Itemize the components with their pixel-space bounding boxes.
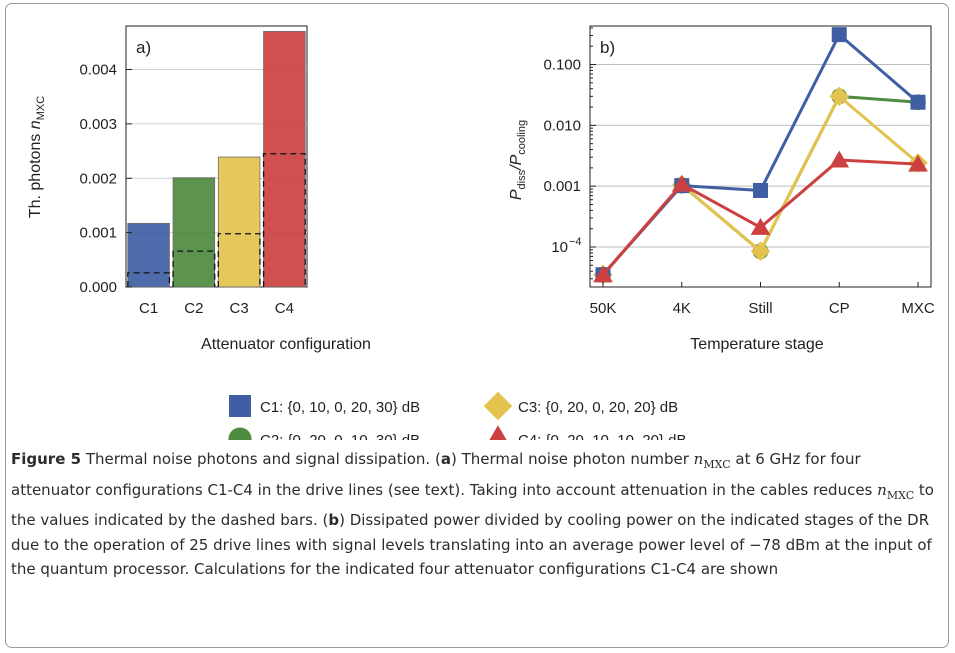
panel-a-y-tick-label: 0.003: [79, 116, 117, 133]
panel-b-line-chart: 10 −4 0.001 0.010 0.100 50K 4K Still CP MXC b) P…: [508, 25, 935, 353]
panel-a-label: a): [136, 38, 151, 57]
panel-b-point-diamond: [750, 241, 771, 262]
panel-a-dashed-bar-c4: [262, 153, 306, 287]
caption-text: Thermal noise photons and signal dissipa…: [81, 450, 441, 468]
panel-a-dashed-bar-c1: [127, 272, 171, 287]
panel-a-x-tick-label: C2: [184, 300, 203, 317]
legend-item: C1: {0, 10, 0, 20, 30} dB: [229, 395, 420, 417]
panel-b-point-triangle: [829, 150, 850, 168]
caption-text: at 6 GHz for four attenuator configurati…: [11, 450, 878, 499]
panel-b-y-tick-label: 10: [551, 239, 568, 256]
panel-b-y-ticks: 10 −4 0.001 0.010 0.100: [543, 27, 596, 280]
panel-b-x-label: Temperature stage: [690, 336, 824, 353]
legend-marker-triangle: [489, 425, 507, 440]
panel-b-x-tick-label: Still: [748, 300, 772, 317]
panel-b-y-tick-label: 0.010: [543, 117, 581, 134]
panel-a-x-tick-label: C3: [230, 300, 249, 317]
panel-a-dashed-bar-c3: [217, 233, 261, 287]
panel-a-y-tick-label: 0.000: [79, 279, 117, 296]
legend-label: C4: {0, 20, 10, 10, 20} dB: [518, 432, 686, 440]
panel-a-y-tick-label: 0.004: [79, 62, 117, 79]
panel-b-point-triangle: [908, 154, 928, 172]
panel-b-x-tick-label: MXC: [901, 300, 935, 317]
caption-figure-label: Figure 5: [11, 450, 82, 468]
legend: C1: {0, 10, 0, 20, 30} dB C3: {0, 20, 0, …: [228, 391, 686, 440]
panel-b-point-square: [753, 182, 768, 198]
panel-a-bar-c2: [172, 177, 216, 288]
panel-b-point-square: [910, 94, 926, 110]
caption-text: ) Thermal noise photon number: [450, 450, 694, 468]
panel-b-point-triangle: [750, 218, 771, 235]
panel-a-bar-c1: [127, 222, 170, 288]
panel-b-y-tick-label: 0.100: [543, 57, 581, 74]
panel-a-y-tick-label: 0.001: [79, 225, 117, 242]
panel-a-bar-c4: [263, 31, 306, 288]
figure-svg: 0.000 0.001 0.002 0.003 0.004 C1 C2 C3 C4 a) Th…: [27, 25, 935, 440]
legend-item: C4: {0, 20, 10, 10, 20} dB: [489, 425, 686, 440]
panel-b-series-line: [601, 33, 919, 276]
panel-a-x-ticks: C1 C2 C3 C4: [139, 300, 294, 317]
panel-a-bar-chart: 0.000 0.001 0.002 0.003 0.004 C1 C2 C3 C4 a) Th…: [27, 25, 371, 353]
legend-marker-square: [229, 395, 251, 417]
panel-a-x-label: Attenuator configuration: [201, 336, 371, 353]
panel-a-frame: [125, 25, 308, 288]
caption-text: ) Dissipated power divided by cooling po…: [11, 511, 932, 579]
legend-marker-diamond: [483, 391, 513, 421]
panel-a-dashed-bar-c2: [172, 250, 216, 287]
caption-panel-a-ref: a: [440, 450, 451, 468]
legend-item: C2: {0, 20, 0, 10, 30} dB: [228, 427, 420, 440]
caption-panel-b-ref: b: [328, 511, 340, 530]
panel-a-bars: [127, 31, 306, 288]
figure-frame: [5, 3, 949, 648]
panel-b-x-ticks: 50K 4K Still CP MXC: [590, 282, 935, 317]
panel-b-series-triangle: [593, 150, 928, 283]
panel-b-label: b): [600, 38, 615, 57]
panel-b-x-tick-label: 50K: [590, 300, 617, 317]
panel-b-point-triangle: [593, 265, 613, 283]
panel-b-x-tick-label: 4K: [673, 300, 691, 317]
caption-math-nmxc: nMXC: [877, 480, 915, 502]
panel-b-point-triangle: [671, 174, 692, 192]
legend-label: C2: {0, 20, 0, 10, 30} dB: [260, 432, 420, 440]
caption-text: to the values indicated by the dashed ba…: [11, 480, 934, 530]
panel-b-y-tick-exponent: −4: [569, 236, 582, 248]
panel-b-x-tick-label: CP: [829, 300, 850, 317]
panel-a-x-tick-label: C1: [139, 300, 158, 317]
panel-b-y-label: Pdiss/Pcooling: [508, 120, 528, 200]
panel-a-bar-c3: [217, 156, 261, 288]
legend-label: C1: {0, 10, 0, 20, 30} dB: [260, 399, 420, 416]
figure-caption: Figure 5 Thermal noise photons and signa…: [11, 447, 939, 582]
panel-a-x-tick-label: C4: [275, 300, 294, 317]
panel-a-y-tick-label: 0.002: [79, 170, 117, 187]
panel-b-point-square: [831, 27, 847, 43]
legend-item: C3: {0, 20, 0, 20, 20} dB: [483, 391, 678, 421]
panel-b-y-tick-label: 0.001: [543, 178, 581, 195]
caption-math-nmxc: nMXC: [693, 450, 731, 471]
legend-marker-circle: [228, 427, 252, 440]
panel-a-y-ticks: 0.000 0.001 0.002 0.003 0.004: [79, 62, 132, 296]
legend-label: C3: {0, 20, 0, 20, 20} dB: [518, 399, 678, 416]
panel-b-series: [593, 27, 928, 285]
panel-a-y-label: Th. photons nMXC: [27, 96, 47, 218]
panel-b-point-diamond: [829, 86, 849, 107]
